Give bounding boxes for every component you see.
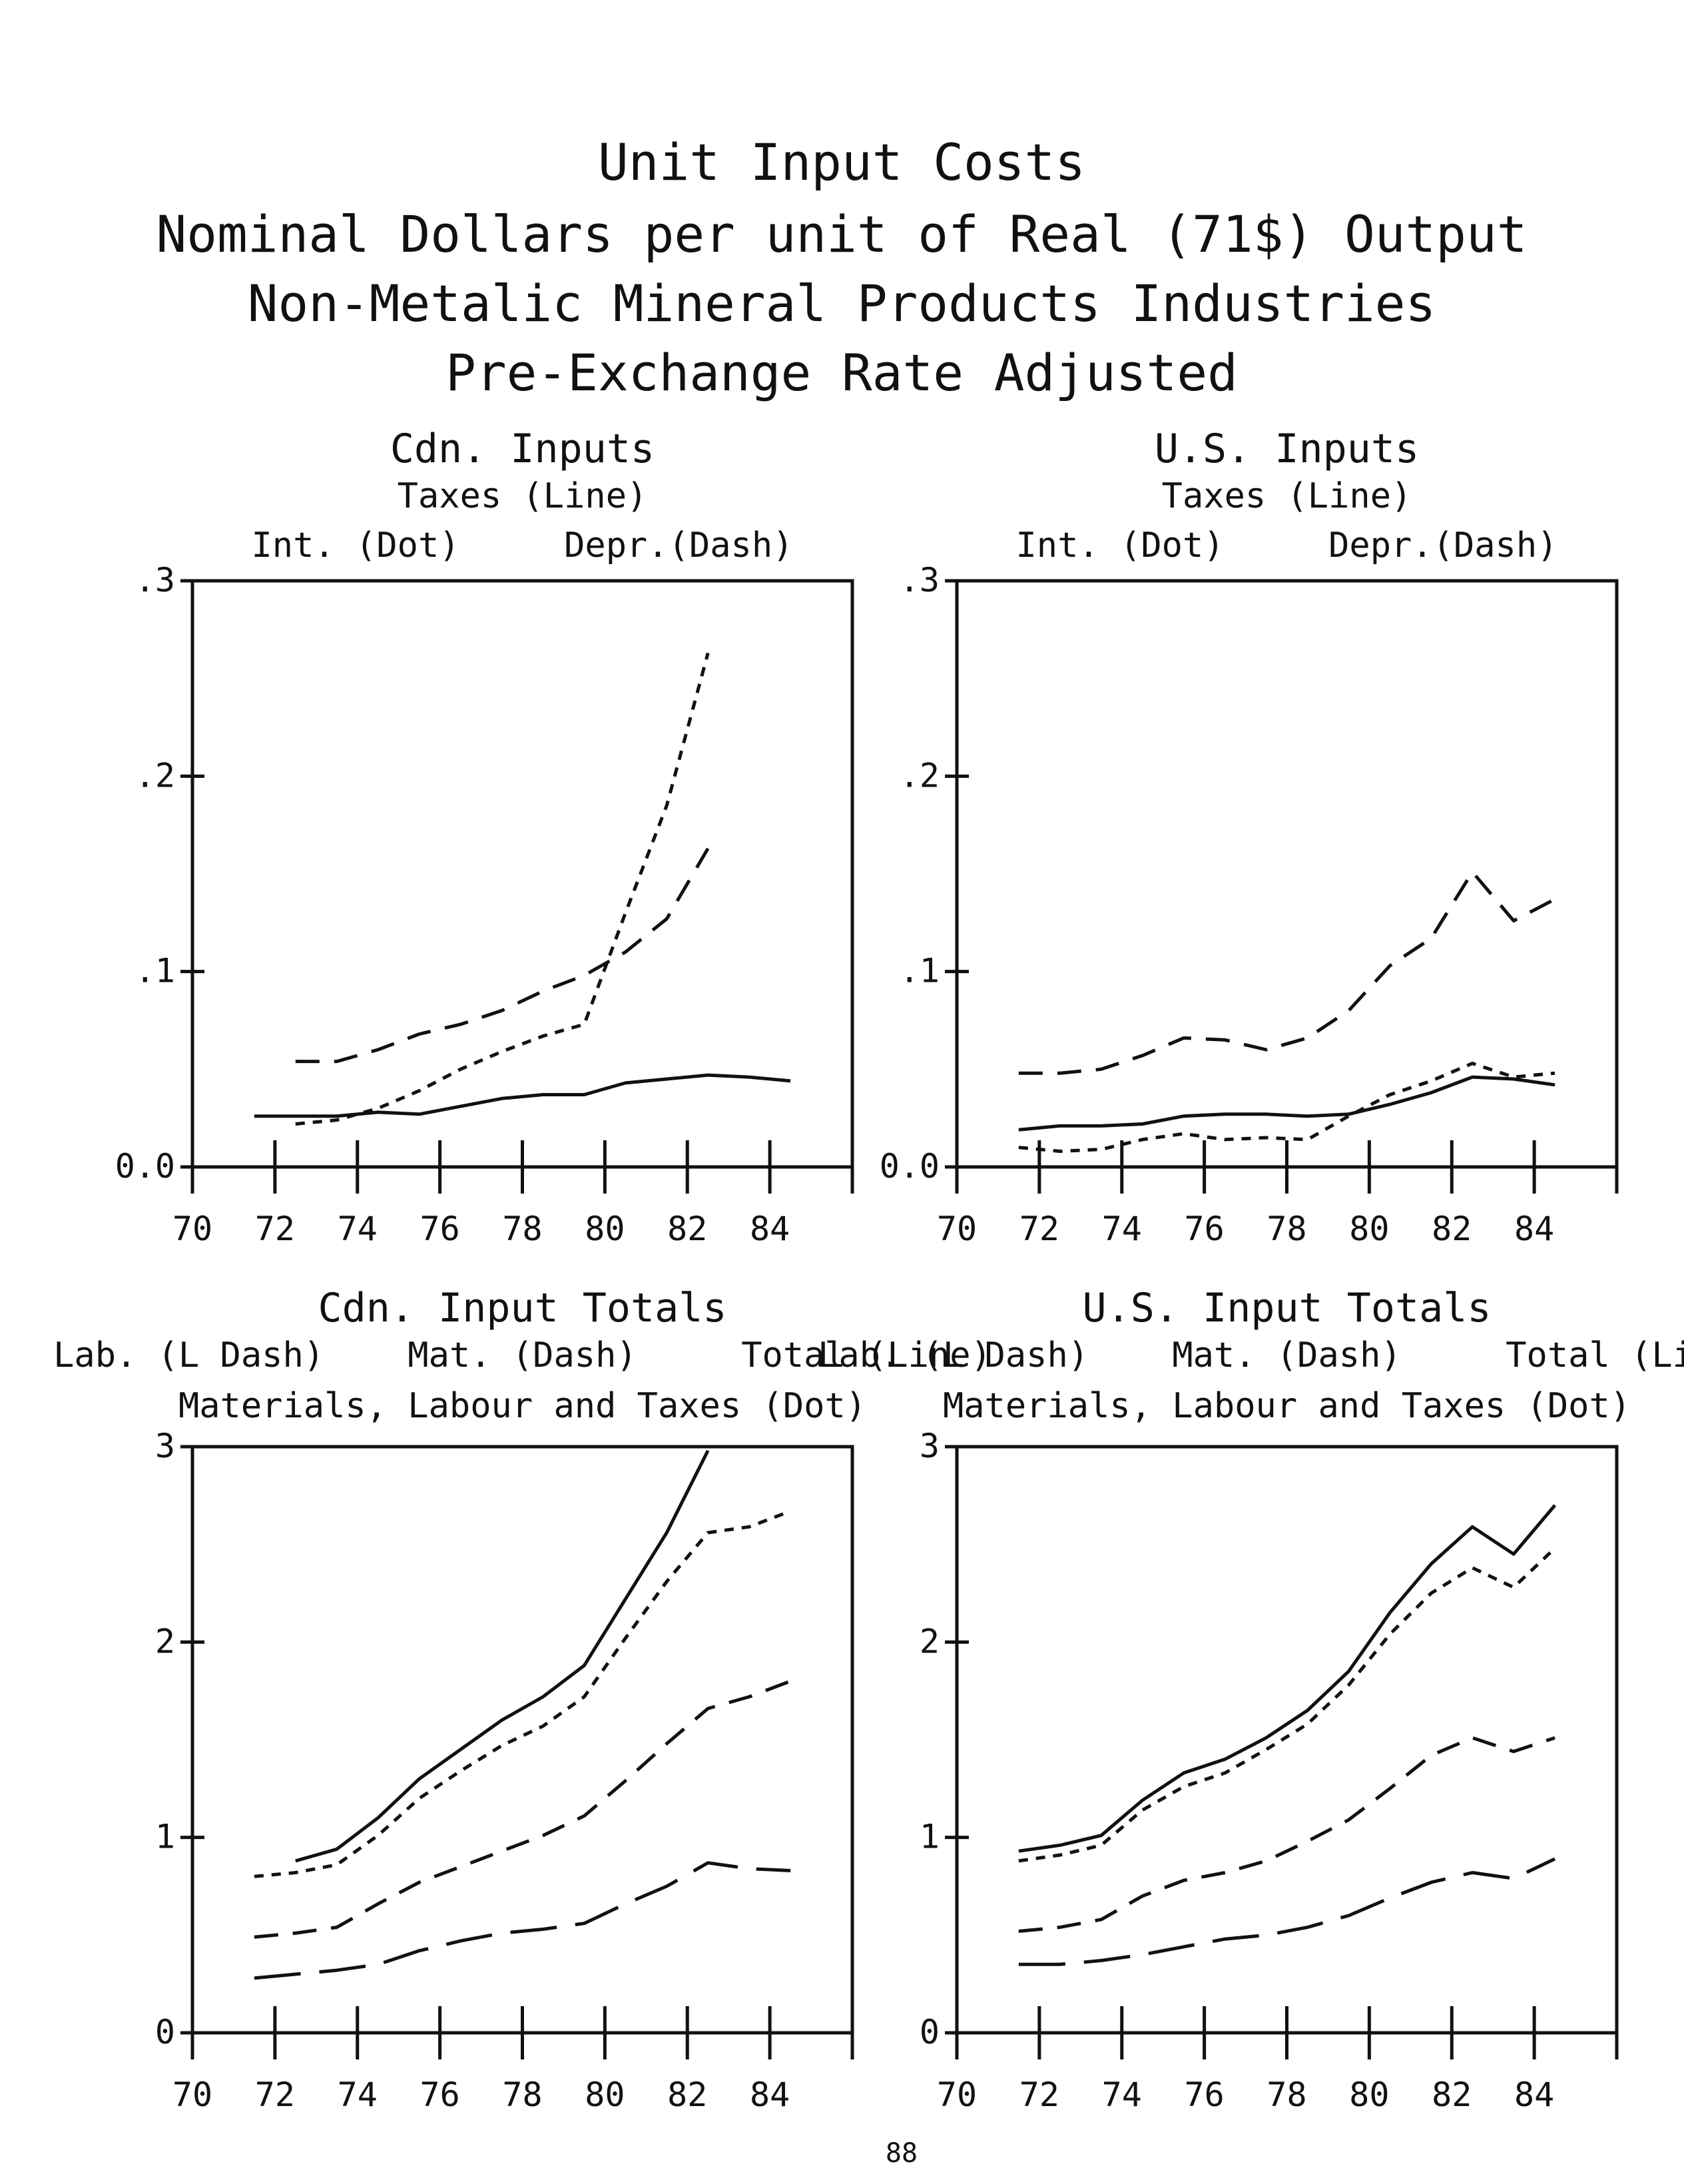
- x-tick-label: 74: [1102, 1210, 1142, 1248]
- y-tick-label: .2: [900, 756, 940, 795]
- x-tick-label: 80: [1349, 1210, 1389, 1248]
- x-tick-label: 70: [172, 1210, 212, 1248]
- y-tick-label: 3: [920, 1427, 940, 1465]
- main-title-line-1: Unit Input Costs: [598, 133, 1085, 192]
- y-tick-label: 0: [155, 2013, 175, 2051]
- chart-title: U.S. Input Totals: [1082, 1285, 1491, 1331]
- chart-legend-line: Int. (Dot) Depr.(Dash): [252, 526, 794, 565]
- main-title-block: Unit Input Costs Nominal Dollars per uni…: [156, 133, 1527, 402]
- chart-legend-line: Taxes (Line): [398, 476, 648, 516]
- y-tick-label: 2: [155, 1622, 175, 1660]
- series-line-dashed: [295, 847, 710, 1064]
- y-tick-label: .2: [135, 756, 175, 795]
- y-tick-label: 0.0: [880, 1147, 940, 1186]
- x-tick-label: 70: [937, 1210, 977, 1248]
- series-line-dashed: [1018, 1736, 1555, 1933]
- x-tick-label: 72: [1019, 2075, 1059, 2114]
- chart-title: Cdn. Inputs: [390, 426, 655, 472]
- series-line-longdash: [1018, 1857, 1556, 1966]
- x-tick-label: 78: [502, 1210, 542, 1248]
- main-title-line-2: Nominal Dollars per unit of Real (71$) O…: [156, 204, 1527, 264]
- chart-legend-line: Taxes (Line): [1162, 476, 1412, 516]
- y-tick-label: 1: [920, 1818, 940, 1856]
- x-tick-label: 82: [667, 2075, 707, 2114]
- page-number: 88: [886, 2138, 918, 2169]
- chart-legend-line: Materials, Labour and Taxes (Dot): [178, 1386, 866, 1426]
- x-tick-label: 76: [1185, 1210, 1225, 1248]
- main-title-line-4: Pre-Exchange Rate Adjusted: [445, 343, 1238, 402]
- series-line-dashed: [1018, 870, 1556, 1075]
- chart-legend-line: Lab. (L Dash) Mat. (Dash) Total (Line): [818, 1335, 1684, 1375]
- x-tick-label: 76: [1185, 2075, 1225, 2114]
- x-tick-label: 76: [420, 2075, 460, 2114]
- y-tick-label: .1: [135, 952, 175, 990]
- y-tick-label: .3: [135, 561, 175, 599]
- x-tick-label: 78: [1266, 2075, 1306, 2114]
- y-tick-label: 3: [155, 1427, 175, 1465]
- x-tick-label: 82: [1432, 2075, 1472, 2114]
- series-line-dotted: [295, 652, 710, 1126]
- series-line-dashed: [254, 1679, 791, 1939]
- series-line-dotted: [1018, 1547, 1556, 1863]
- plot-frame: [955, 1445, 1619, 2035]
- x-tick-label: 80: [585, 2075, 625, 2114]
- x-tick-label: 82: [1432, 1210, 1472, 1248]
- x-tick-label: 70: [172, 2075, 212, 2114]
- y-tick-label: .3: [900, 561, 940, 599]
- series-line-solid: [254, 1073, 791, 1118]
- x-tick-label: 84: [750, 1210, 790, 1248]
- x-tick-label: 72: [1019, 1210, 1059, 1248]
- y-tick-label: .1: [900, 952, 940, 990]
- x-tick-label: 80: [585, 1210, 625, 1248]
- x-tick-label: 76: [420, 1210, 460, 1248]
- x-tick-label: 84: [1514, 1210, 1554, 1248]
- x-tick-label: 78: [502, 2075, 542, 2114]
- y-tick-label: 1: [155, 1818, 175, 1856]
- y-tick-label: 0: [920, 2013, 940, 2051]
- chart-legend-line: Int. (Dot) Depr.(Dash): [1016, 526, 1558, 565]
- series-line-dotted: [254, 1509, 791, 1878]
- series-line-solid: [295, 1449, 710, 1863]
- x-tick-label: 70: [937, 2075, 977, 2114]
- x-tick-label: 74: [338, 1210, 378, 1248]
- series-line-solid: [1018, 1075, 1555, 1132]
- chart-legend-line: Lab. (L Dash) Mat. (Dash) Total (Line): [53, 1335, 991, 1375]
- x-tick-label: 78: [1266, 1210, 1306, 1248]
- plot-frame: [190, 1445, 854, 2035]
- y-tick-label: 0.0: [115, 1147, 175, 1186]
- x-tick-label: 82: [667, 1210, 707, 1248]
- x-tick-label: 74: [1102, 2075, 1142, 2114]
- x-tick-label: 72: [255, 2075, 295, 2114]
- x-tick-label: 72: [255, 1210, 295, 1248]
- chart-title: U.S. Inputs: [1155, 426, 1419, 472]
- x-tick-label: 84: [1514, 2075, 1554, 2114]
- main-title-line-3: Non-Metalic Mineral Products Industries: [248, 274, 1436, 333]
- chart-legend-line: Materials, Labour and Taxes (Dot): [943, 1386, 1631, 1426]
- x-tick-label: 74: [338, 2075, 378, 2114]
- x-tick-label: 84: [750, 2075, 790, 2114]
- chart-title: Cdn. Input Totals: [318, 1285, 726, 1331]
- y-tick-label: 2: [920, 1622, 940, 1660]
- series-line-longdash: [254, 1861, 791, 1980]
- x-tick-label: 80: [1349, 2075, 1389, 2114]
- series-line-dotted: [1018, 1062, 1555, 1153]
- series-line-solid: [1018, 1504, 1557, 1853]
